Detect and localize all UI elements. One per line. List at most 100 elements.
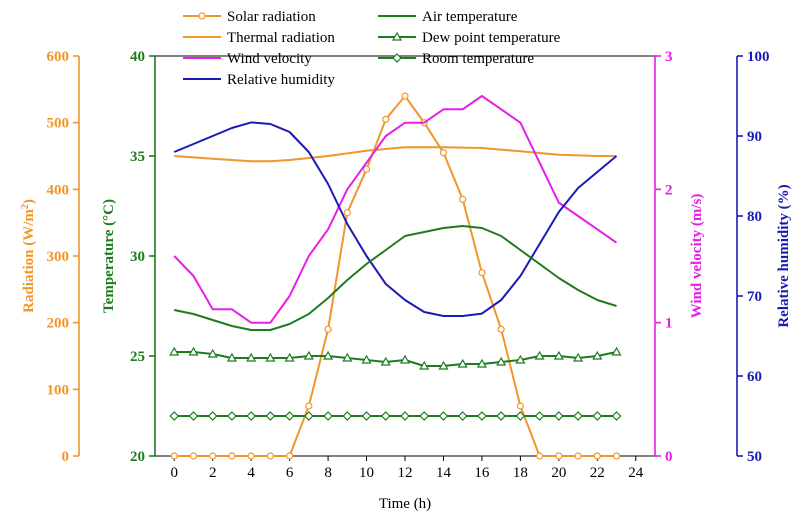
series-dew-point-temperature <box>169 346 622 370</box>
data-point <box>284 352 295 362</box>
temperature-tick-label: 25 <box>130 349 145 365</box>
wind-axis-title: Wind velocity (m/s) <box>689 194 705 319</box>
legend-label: Room temperature <box>422 51 534 67</box>
x-tick-label: 14 <box>436 465 452 481</box>
radiation-tick-label: 0 <box>62 449 70 465</box>
x-tick-label: 16 <box>474 465 490 481</box>
x-tick-label: 20 <box>551 465 566 481</box>
data-point <box>592 411 603 421</box>
data-point <box>198 12 206 20</box>
data-point <box>534 411 545 421</box>
data-point <box>342 352 353 362</box>
data-point <box>438 360 449 370</box>
data-point <box>611 411 622 421</box>
legend-label: Air temperature <box>422 9 518 25</box>
data-point <box>399 354 411 364</box>
series-wind-velocity <box>173 95 618 324</box>
humidity-axis: 50 60 70 80 90 100 <box>736 49 770 465</box>
x-tick-label: 24 <box>628 465 644 481</box>
data-point <box>342 411 353 421</box>
data-point <box>497 325 505 333</box>
wind-tick-label: 3 <box>665 49 673 65</box>
series-relative-humidity <box>173 121 618 317</box>
radiation-tick-label: 200 <box>47 316 70 332</box>
radiation-tick-label: 600 <box>47 49 70 65</box>
data-point <box>515 354 526 364</box>
x-axis-label: Time (h) <box>379 496 431 512</box>
x-tick-label: 4 <box>247 465 255 481</box>
series-layer <box>169 92 622 460</box>
temperature-tick-label: 40 <box>130 49 145 65</box>
legend-item: Solar radiation <box>183 9 316 25</box>
temperature-axis: 20 25 30 35 40 <box>130 49 156 465</box>
data-point <box>574 452 582 460</box>
wind-axis: 0 1 2 3 <box>654 49 673 465</box>
radiation-axis: 0 100 200 300 400 500 600 <box>47 49 80 465</box>
data-point <box>496 411 507 421</box>
data-point <box>457 411 468 421</box>
humidity-tick-label: 60 <box>747 369 762 385</box>
data-point <box>573 352 584 362</box>
data-point <box>401 92 409 100</box>
legend-label: Wind velocity <box>227 51 312 67</box>
data-point <box>303 411 314 421</box>
data-point <box>478 269 486 277</box>
series-line <box>174 146 617 163</box>
data-point <box>400 411 410 421</box>
data-point <box>209 452 217 460</box>
data-point <box>496 356 507 366</box>
humidity-tick-label: 50 <box>747 449 762 465</box>
data-point <box>392 53 402 63</box>
data-point <box>477 411 487 421</box>
data-point <box>573 411 583 421</box>
legend-item: Air temperature <box>378 9 518 25</box>
wind-tick-label: 1 <box>665 316 673 332</box>
data-point <box>188 411 199 421</box>
series-line <box>174 95 617 457</box>
x-tick-label: 10 <box>359 465 374 481</box>
legend-label: Solar radiation <box>227 9 316 25</box>
radiation-tick-label: 400 <box>47 182 70 198</box>
humidity-tick-label: 90 <box>747 129 762 145</box>
temperature-tick-label: 30 <box>130 249 145 265</box>
data-point <box>439 149 448 157</box>
data-point <box>265 411 276 421</box>
x-tick-label: 0 <box>170 465 178 481</box>
legend-item: Relative humidity <box>183 72 335 88</box>
x-tick-label: 18 <box>513 465 528 481</box>
legend-item: Dew point temperature <box>378 30 561 46</box>
data-point <box>207 411 218 421</box>
x-tick-label: 8 <box>324 465 332 481</box>
data-point <box>189 452 198 460</box>
plot-frame <box>155 55 655 457</box>
data-point <box>246 352 257 362</box>
data-point <box>343 209 351 217</box>
legend-item: Thermal radiation <box>183 30 335 46</box>
wind-tick-label: 2 <box>665 182 673 198</box>
data-point <box>419 360 430 370</box>
data-point <box>516 402 524 410</box>
data-point <box>188 346 199 356</box>
temperature-axis-title: Temperature (°C) <box>101 199 117 313</box>
data-point <box>169 411 180 421</box>
legend-label: Relative humidity <box>227 72 335 88</box>
data-point <box>169 346 180 356</box>
series-air-temperature <box>173 225 617 331</box>
series-line <box>173 225 617 331</box>
data-point <box>324 325 332 333</box>
data-point <box>305 402 313 410</box>
data-point <box>246 411 257 421</box>
data-point <box>380 356 391 366</box>
data-point <box>361 411 372 421</box>
data-point <box>611 346 622 356</box>
radiation-tick-label: 500 <box>47 116 70 132</box>
data-point <box>361 354 372 364</box>
humidity-tick-label: 70 <box>747 289 762 305</box>
series-line <box>174 351 617 367</box>
data-point <box>457 358 468 368</box>
data-point <box>419 411 430 421</box>
data-point <box>266 452 274 460</box>
data-point <box>534 350 545 360</box>
data-point <box>555 452 563 460</box>
